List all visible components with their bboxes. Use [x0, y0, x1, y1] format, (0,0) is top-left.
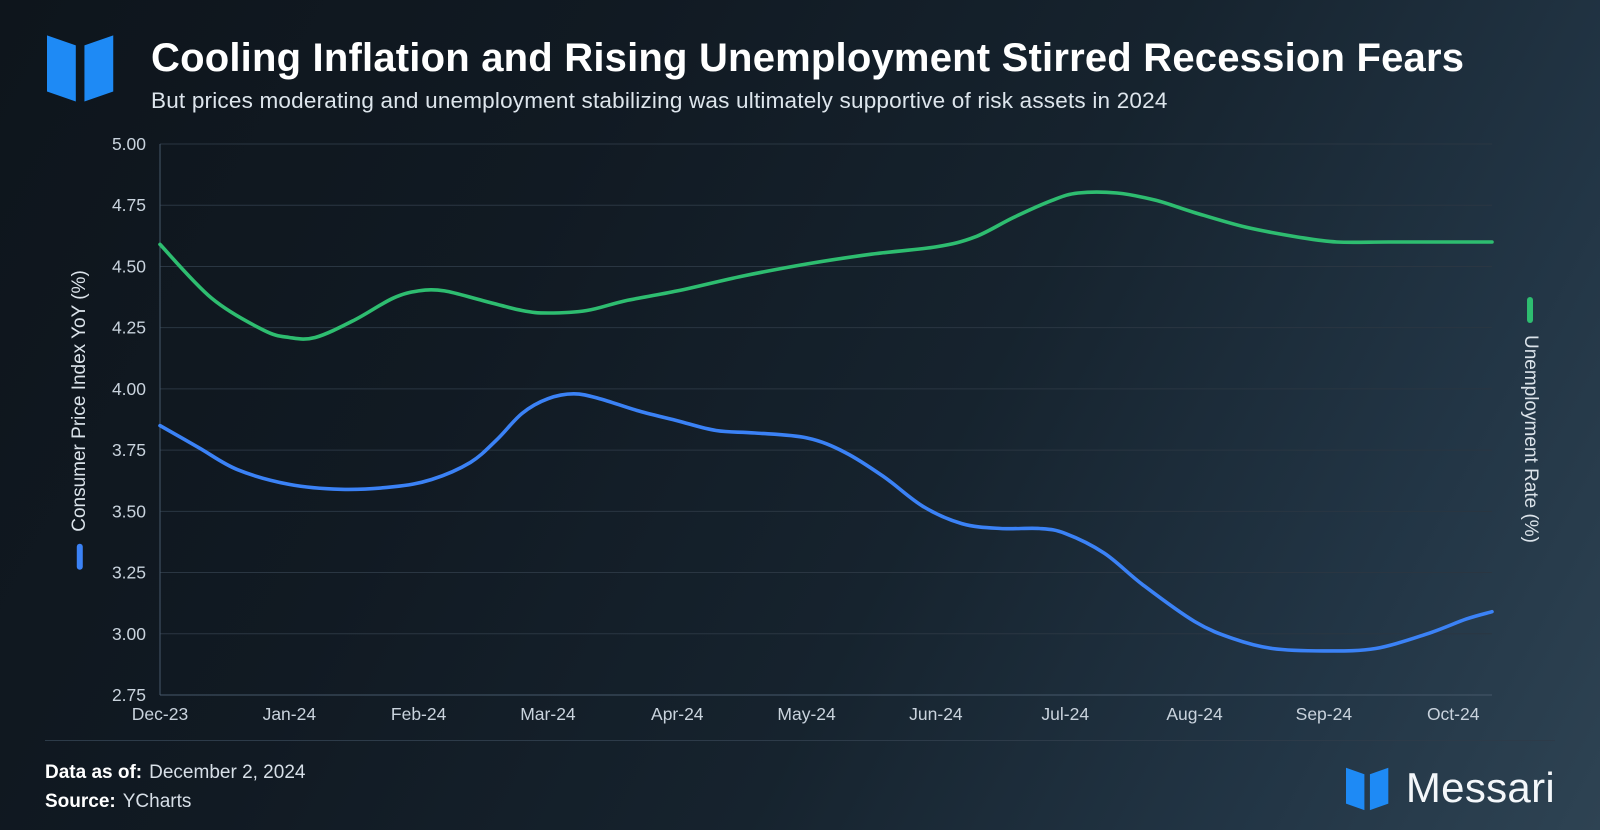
data-as-of-value: December 2, 2024: [149, 762, 306, 783]
svg-text:3.00: 3.00: [112, 624, 146, 644]
left-axis-label: Consumer Price Index YoY (%): [69, 270, 91, 570]
left-axis-label-area: Consumer Price Index YoY (%): [32, 144, 128, 695]
messari-logo-icon-small: [1345, 767, 1389, 810]
source-row: Source: YCharts: [45, 791, 305, 813]
page-title: Cooling Inflation and Rising Unemploymen…: [151, 36, 1465, 80]
source-label: Source:: [45, 791, 116, 812]
footer-meta: Data as of: December 2, 2024 Source: YCh…: [45, 762, 305, 813]
svg-text:Oct-24: Oct-24: [1427, 704, 1480, 724]
svg-text:Dec-23: Dec-23: [132, 704, 188, 724]
gridlines: [159, 143, 1492, 696]
svg-text:Jul-24: Jul-24: [1041, 704, 1089, 724]
svg-text:May-24: May-24: [777, 704, 836, 724]
right-axis-label-area: Unemployment Rate (%): [1482, 144, 1578, 695]
svg-text:4.75: 4.75: [112, 195, 146, 215]
svg-text:Apr-24: Apr-24: [651, 704, 704, 724]
svg-text:3.25: 3.25: [112, 563, 146, 583]
svg-text:4.25: 4.25: [112, 318, 146, 338]
left-axis-label-text: Consumer Price Index YoY (%): [69, 269, 90, 532]
data-as-of-row: Data as of: December 2, 2024: [45, 762, 305, 784]
right-axis-label-text: Unemployment Rate (%): [1520, 334, 1541, 543]
x-axis-tick-labels: Dec-23 Jan-24 Feb-24 Mar-24 Apr-24 May-24 Jun-…: [132, 704, 1480, 724]
brand-wordmark: Messari: [1405, 763, 1555, 811]
right-axis-label: Unemployment Rate (%): [1519, 296, 1541, 543]
page-subtitle: But prices moderating and unemployment s…: [151, 87, 1168, 113]
source-value: YCharts: [122, 791, 192, 812]
series-line-unemployment-rate: [158, 190, 1494, 341]
chart-canvas: 5.00 4.75 4.50 4.25 4.00 3.75 3.50 3.25 3.00 2.75…: [112, 134, 1494, 724]
brand-lockup: Messari: [1345, 763, 1555, 812]
data-as-of-label: Data as of:: [45, 762, 143, 783]
header: Cooling Inflation and Rising Unemploymen…: [151, 36, 1464, 114]
svg-text:Jan-24: Jan-24: [263, 704, 317, 724]
svg-text:4.50: 4.50: [112, 256, 146, 276]
svg-text:2.75: 2.75: [112, 685, 146, 705]
svg-text:Jun-24: Jun-24: [909, 704, 963, 724]
svg-text:Mar-24: Mar-24: [520, 704, 576, 724]
footer: Data as of: December 2, 2024 Source: YCh…: [45, 740, 1555, 830]
cpi-series-marker: [77, 543, 83, 570]
svg-text:Feb-24: Feb-24: [391, 704, 447, 724]
messari-logo-icon: [47, 35, 114, 102]
svg-text:5.00: 5.00: [112, 134, 146, 154]
unemployment-series-marker: [1527, 296, 1533, 323]
svg-text:Sep-24: Sep-24: [1296, 704, 1353, 724]
svg-text:3.75: 3.75: [112, 440, 146, 460]
svg-text:Aug-24: Aug-24: [1166, 704, 1223, 724]
svg-text:3.50: 3.50: [112, 501, 146, 521]
svg-text:4.00: 4.00: [112, 379, 146, 399]
series-line-cpi-yoy: [158, 391, 1494, 653]
y-axis-tick-labels: 5.00 4.75 4.50 4.25 4.00 3.75 3.50 3.25 3.00 2.75: [112, 134, 146, 705]
